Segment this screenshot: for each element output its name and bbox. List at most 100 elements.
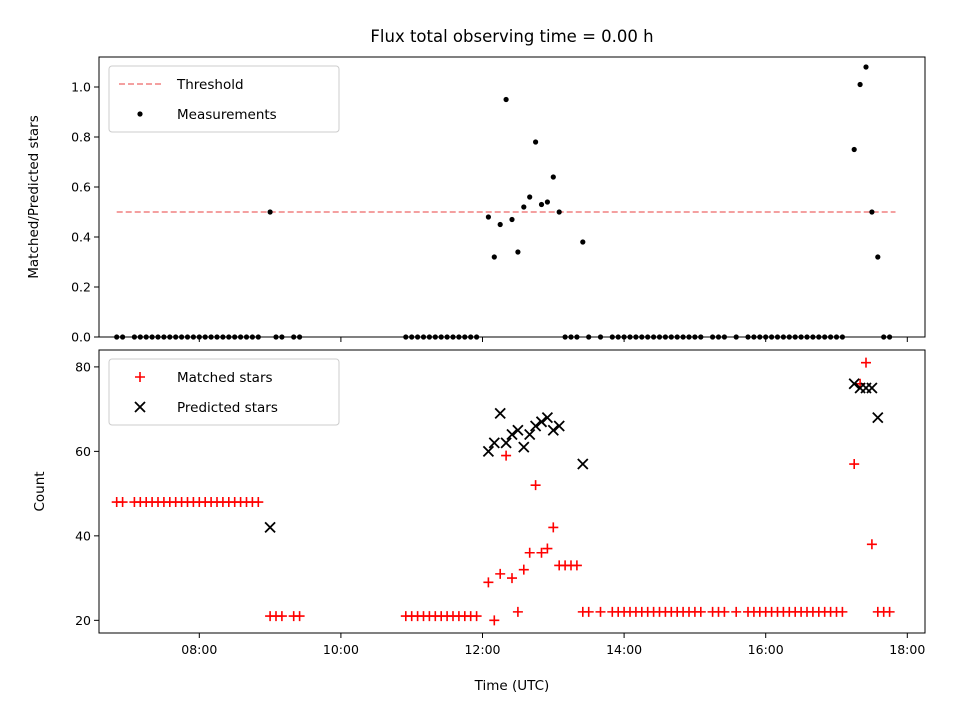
x-tick-label: 14:00 (606, 642, 642, 657)
x-tick-label: 08:00 (181, 642, 217, 657)
data-point (875, 254, 881, 260)
data-point (848, 378, 860, 390)
data-point (869, 209, 875, 215)
data-point (866, 382, 878, 394)
data-point (571, 560, 582, 571)
data-point (719, 606, 730, 617)
data-point (535, 416, 548, 428)
data-point (837, 606, 848, 617)
data-point (530, 480, 541, 491)
legend-marker (135, 372, 145, 382)
data-point (515, 249, 521, 255)
y-axis-label: Count (32, 471, 48, 511)
legend-label: Predicted stars (177, 400, 278, 416)
data-point (276, 611, 287, 622)
data-point (550, 174, 556, 180)
data-point (267, 209, 273, 215)
top-axes: 0.0 0.2 0.4 0.6 0.8 1.0 Matched/Predicted star… (26, 56, 926, 345)
data-point (488, 437, 500, 449)
legend-box (108, 65, 340, 133)
data-point (501, 450, 512, 461)
y-tick-label: 40 (75, 528, 91, 543)
data-point (494, 407, 506, 419)
axes-frame (98, 56, 926, 338)
data-point (524, 428, 536, 441)
data-point (849, 459, 860, 470)
data-point (483, 577, 494, 588)
data-point (253, 497, 264, 508)
data-point (542, 543, 553, 554)
bottom-axes: 08:00 10:00 12:00 14:00 16:00 18:00 20 40 60 80 Co… (32, 349, 926, 694)
data-point (495, 568, 506, 579)
data-point (863, 64, 869, 70)
y-tick-label: 0.0 (71, 330, 91, 345)
data-point (866, 539, 877, 550)
data-point (538, 201, 545, 208)
legend-box (108, 358, 340, 426)
y-tick-label: 0.8 (71, 130, 91, 145)
data-point (872, 411, 884, 424)
legend-marker (137, 111, 143, 117)
legend-marker (134, 401, 146, 413)
y-tick-label: 20 (75, 613, 91, 628)
data-point (506, 428, 518, 441)
y-tick-label: 80 (75, 359, 91, 374)
data-point (512, 606, 523, 617)
chart-title: Flux total observing time = 0.00 h (370, 27, 653, 46)
data-point (512, 424, 524, 436)
data-point (500, 437, 512, 449)
axes-frame (98, 349, 926, 634)
data-point (518, 564, 529, 575)
data-point (491, 254, 497, 260)
data-point (521, 204, 527, 210)
x-axis-label: Time (UTC) (474, 678, 550, 694)
y-tick-label: 60 (75, 444, 91, 459)
data-point (580, 239, 586, 245)
legend-label: Measurements (177, 107, 277, 123)
data-point (541, 411, 554, 424)
data-point (533, 139, 539, 145)
data-point (595, 606, 606, 617)
data-point (857, 81, 863, 88)
data-point (884, 606, 895, 617)
data-point (497, 221, 503, 228)
data-point (583, 606, 594, 617)
data-point (507, 573, 517, 584)
x-tick-label: 16:00 (748, 642, 784, 657)
data-point (527, 194, 533, 200)
data-point (536, 547, 547, 558)
data-point (489, 615, 500, 626)
x-tick-label: 10:00 (323, 642, 359, 657)
data-point (485, 214, 491, 220)
x-tick-label: 18:00 (889, 642, 925, 657)
data-point (547, 424, 559, 436)
data-point (503, 96, 509, 103)
data-point (731, 606, 742, 617)
legend-label: Threshold (176, 77, 244, 93)
data-point (553, 420, 565, 432)
data-point (509, 216, 515, 223)
data-point (264, 521, 276, 534)
data-point (482, 445, 495, 458)
y-tick-label: 1.0 (71, 80, 91, 95)
legend: Matched stars Predicted stars (108, 358, 340, 426)
data-point (471, 611, 482, 622)
y-axis-label: Matched/Predicted stars (26, 115, 42, 278)
data-point (556, 209, 562, 215)
y-tick-label: 0.4 (71, 230, 91, 245)
data-point (695, 606, 706, 617)
data-point (861, 357, 871, 368)
legend-label: Matched stars (177, 370, 273, 386)
y-tick-label: 0.2 (71, 280, 91, 295)
data-point (544, 199, 551, 205)
data-point (117, 497, 128, 508)
data-point (851, 146, 857, 153)
data-point (518, 441, 530, 453)
y-tick-label: 0.6 (71, 180, 91, 195)
data-point (577, 458, 589, 470)
legend: Threshold Measurements (108, 65, 340, 133)
data-point (529, 420, 542, 432)
data-point (548, 522, 559, 533)
data-point (294, 611, 305, 622)
